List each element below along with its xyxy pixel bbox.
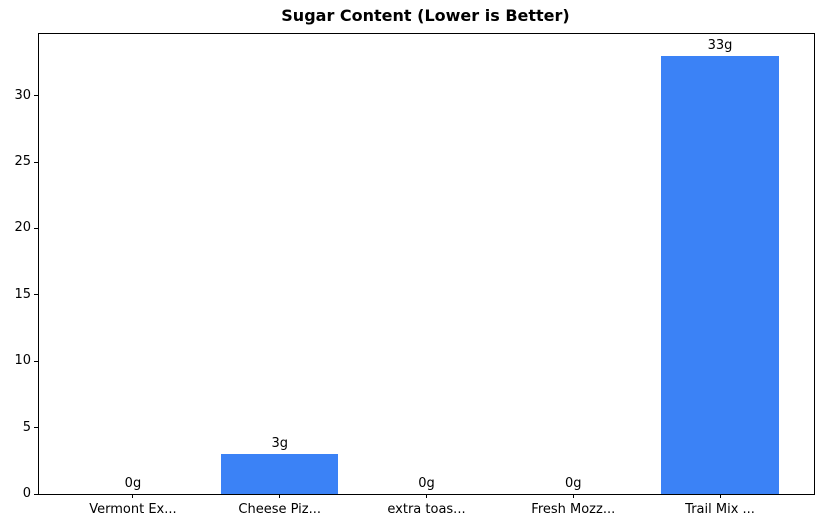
chart-title: Sugar Content (Lower is Better) <box>281 6 570 25</box>
bar-value-label: 33g <box>707 37 733 53</box>
x-tick-label: Vermont Ex... <box>89 502 177 517</box>
y-tick-mark <box>34 227 38 229</box>
y-tick-mark <box>34 294 38 296</box>
bar <box>661 55 779 494</box>
y-tick-label: 20 <box>14 220 31 236</box>
bar-value-label: 0g <box>418 476 435 491</box>
bar-value-label: 3g <box>271 436 288 452</box>
bar-value-label: 0g <box>124 476 142 491</box>
y-tick-label: 30 <box>14 87 31 103</box>
y-tick-label: 10 <box>14 353 31 369</box>
x-tick-label: Trail Mix ... <box>685 502 755 517</box>
x-tick-label: extra toas... <box>387 502 466 517</box>
bar <box>221 454 339 494</box>
x-tick-mark <box>572 494 574 498</box>
y-tick-label: 15 <box>14 286 31 302</box>
plot-area: 0 5 10 15 20 25 30 0g Vermont Ex... 3g Cheese Piz.… <box>14 33 815 517</box>
x-tick-mark <box>279 494 281 498</box>
y-tick-mark <box>34 161 38 163</box>
y-tick-label: 5 <box>22 419 31 435</box>
x-tick-label: Fresh Mozz... <box>531 502 616 517</box>
bar-value-label: 0g <box>565 476 582 491</box>
y-tick-mark <box>34 360 38 362</box>
y-tick-mark <box>34 95 38 97</box>
y-tick-label: 0 <box>22 486 31 501</box>
x-tick-mark <box>719 494 721 498</box>
x-tick-label: Cheese Piz... <box>238 502 322 517</box>
y-tick-label: 25 <box>14 154 31 170</box>
x-tick-mark <box>132 494 134 498</box>
x-tick-mark <box>426 494 427 498</box>
y-tick-mark <box>34 427 38 429</box>
y-tick-mark <box>34 493 38 495</box>
